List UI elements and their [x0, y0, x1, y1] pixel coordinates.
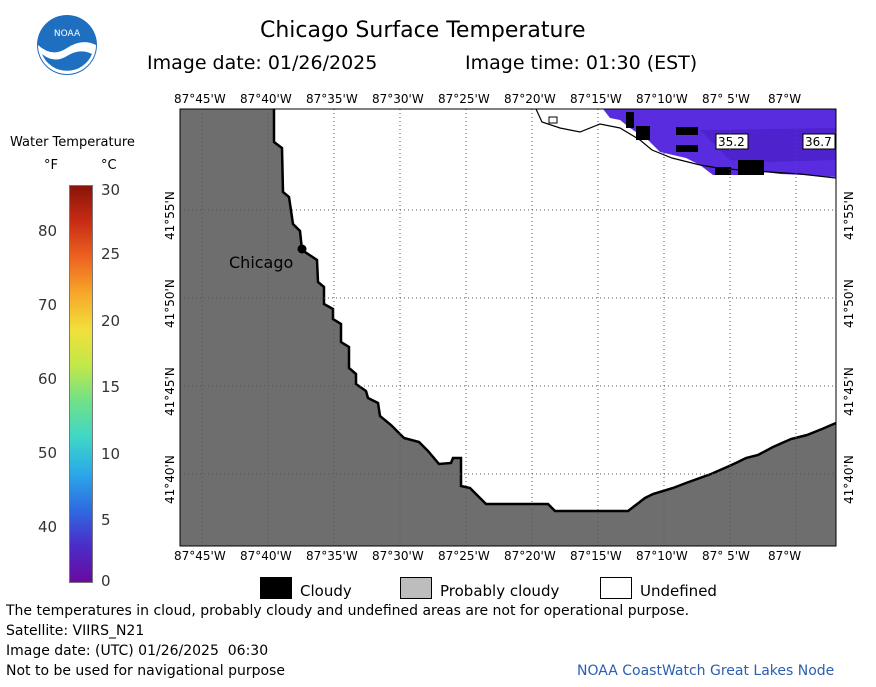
- longitude-tick-label: 87°40'W: [240, 549, 292, 563]
- fahrenheit-tick-label: 40: [38, 518, 58, 536]
- cloudy-label: Cloudy: [300, 582, 352, 600]
- longitude-tick-label: 87°25'W: [438, 549, 490, 563]
- celsius-tick-label: 25: [101, 245, 121, 263]
- latitude-tick-label: 41°55'N: [163, 191, 177, 240]
- nav-warning: Not to be used for navigational purpose: [6, 663, 285, 679]
- probably-cloudy-swatch: [400, 577, 432, 599]
- longitude-tick-label: 87°30'W: [372, 549, 424, 563]
- longitude-tick-label: 87°35'W: [306, 549, 358, 563]
- cloudy-swatch: [260, 577, 292, 599]
- logo-text: NOAA: [54, 29, 81, 39]
- latitude-tick-label: 41°40'N: [842, 455, 856, 504]
- image-date: Image date: 01/26/2025: [147, 52, 378, 74]
- longitude-tick-label: 87°30'W: [372, 92, 424, 106]
- map-frame: [179, 108, 837, 547]
- longitude-tick-label: 87° 5'W: [702, 92, 750, 106]
- colorbar-title: Water Temperature: [10, 135, 135, 150]
- longitude-tick-label: 87°45'W: [174, 92, 226, 106]
- temp-label-box: [715, 133, 749, 150]
- colorbar: [69, 185, 93, 583]
- celsius-tick-label: 15: [101, 378, 121, 396]
- celsius-tick-label: 30: [101, 181, 121, 199]
- latitude-tick-label: 41°45'N: [163, 367, 177, 416]
- longitude-tick-label: 87°35'W: [306, 92, 358, 106]
- longitude-tick-label: 87°15'W: [570, 92, 622, 106]
- celsius-tick-label: 5: [101, 511, 111, 529]
- fahrenheit-tick-label: 70: [38, 296, 58, 314]
- temp-label: 36.7: [805, 135, 832, 149]
- shoreline: [272, 109, 837, 513]
- longitude-tick-label: 87° 5'W: [702, 549, 750, 563]
- cloud-patch: [676, 145, 698, 152]
- longitude-tick-label: 87°40'W: [240, 92, 292, 106]
- graticule: [180, 109, 836, 546]
- satellite-info: Satellite: VIIRS_N21: [6, 623, 145, 639]
- probably-cloudy-label: Probably cloudy: [440, 582, 560, 600]
- unit-celsius: °C: [101, 158, 117, 173]
- latitude-tick-label: 41°50'N: [842, 279, 856, 328]
- unit-fahrenheit: °F: [44, 158, 58, 173]
- credit: NOAA CoastWatch Great Lakes Node: [577, 663, 835, 679]
- undefined-swatch: [600, 577, 632, 599]
- longitude-tick-label: 87°25'W: [438, 92, 490, 106]
- longitude-tick-label: 87°W: [768, 549, 802, 563]
- cloud-patch: [715, 167, 731, 175]
- temp-label: 35.2: [718, 135, 745, 149]
- temp-label-box: [802, 133, 836, 150]
- city-label: Chicago: [229, 253, 294, 272]
- image-time: Image time: 01:30 (EST): [465, 52, 698, 74]
- celsius-tick-label: 20: [101, 312, 121, 330]
- fahrenheit-tick-label: 50: [38, 444, 58, 462]
- noaa-logo: NOAA: [36, 14, 98, 76]
- cloud-patch: [636, 126, 650, 140]
- fahrenheit-tick-label: 80: [38, 222, 58, 240]
- fahrenheit-tick-label: 60: [38, 370, 58, 388]
- undefined-label: Undefined: [640, 582, 717, 600]
- disclaimer: The temperatures in cloud, probably clou…: [6, 603, 690, 619]
- longitude-tick-label: 87°10'W: [636, 92, 688, 106]
- cloud-patch: [738, 160, 764, 175]
- latitude-tick-label: 41°55'N: [842, 191, 856, 240]
- page-title: Chicago Surface Temperature: [260, 18, 586, 43]
- longitude-tick-label: 87°45'W: [174, 549, 226, 563]
- cloud-patch: [676, 127, 698, 135]
- indiana-shoreline: [535, 108, 837, 179]
- longitude-tick-label: 87°W: [768, 92, 802, 106]
- small-island: [548, 116, 558, 124]
- land-area: [180, 109, 836, 546]
- longitude-tick-label: 87°15'W: [570, 549, 622, 563]
- latitude-tick-label: 41°45'N: [842, 367, 856, 416]
- longitude-tick-label: 87°10'W: [636, 549, 688, 563]
- latitude-tick-label: 41°50'N: [163, 279, 177, 328]
- celsius-tick-label: 0: [101, 572, 111, 590]
- cloud-patch: [626, 112, 634, 128]
- longitude-tick-label: 87°20'W: [504, 92, 556, 106]
- longitude-tick-label: 87°20'W: [504, 549, 556, 563]
- utc-date: Image date: (UTC) 01/26/2025 06:30: [6, 643, 269, 659]
- chicago-marker: [297, 244, 307, 254]
- celsius-tick-label: 10: [101, 445, 121, 463]
- latitude-tick-label: 41°40'N: [163, 455, 177, 504]
